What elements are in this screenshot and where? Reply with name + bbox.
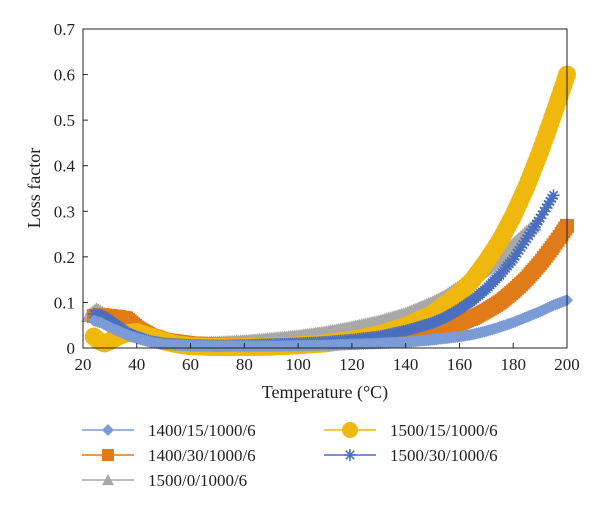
y-tick-label: 0.3 [54, 202, 75, 221]
legend-item: 1400/30/1000/6 [82, 446, 256, 465]
legend-label: 1400/15/1000/6 [148, 421, 256, 440]
y-tick-label: 0.1 [54, 293, 75, 312]
legend-marker [342, 422, 358, 438]
axes: 20 40 60 80 100 120 140 160 180 200 0 0.1 0.2 0.3 0.4 0… [54, 20, 580, 374]
x-tick-label: 180 [500, 355, 526, 374]
legend-marker [102, 474, 114, 486]
series-1400/15/1000/6 [87, 294, 573, 353]
y-tick-label: 0.6 [54, 66, 75, 85]
x-tick-label: 120 [339, 355, 365, 374]
series-1500/15/1000/6 [84, 65, 576, 357]
data-point [542, 198, 555, 211]
y-axis-title: Loss factor [24, 148, 44, 228]
x-tick-label: 80 [236, 355, 253, 374]
data-point [540, 201, 553, 214]
legend-marker [102, 449, 114, 461]
y-tick-label: 0.2 [54, 248, 75, 267]
data-point [538, 205, 551, 218]
data-point [536, 208, 549, 221]
x-tick-label: 60 [182, 355, 199, 374]
data-point [534, 212, 547, 225]
legend-label: 1500/0/1000/6 [148, 471, 247, 490]
x-axis-title: Temperature (°C) [262, 382, 388, 403]
x-tick-label: 20 [75, 355, 92, 374]
data-point [545, 192, 558, 205]
x-tick-label: 40 [128, 355, 145, 374]
y-tick-label: 0.7 [54, 20, 76, 39]
data-point [543, 195, 556, 208]
y-tick-label: 0.4 [54, 157, 76, 176]
data-point [547, 189, 560, 202]
legend-marker [102, 424, 114, 436]
legend-item: 1500/0/1000/6 [82, 471, 247, 490]
legend-label: 1500/15/1000/6 [390, 421, 498, 440]
legend-marker [344, 449, 356, 461]
plot-frame [82, 28, 568, 349]
legend-item: 1500/30/1000/6 [324, 446, 498, 465]
x-tick-label: 100 [285, 355, 311, 374]
legend: 1400/15/1000/6 1500/15/1000/6 1400/30/1000… [82, 421, 498, 490]
legend-item: 1400/15/1000/6 [82, 421, 256, 440]
legend-label: 1400/30/1000/6 [148, 446, 256, 465]
legend-item: 1500/15/1000/6 [324, 421, 498, 440]
y-tick-label: 0 [67, 339, 76, 358]
x-tick-label: 160 [447, 355, 473, 374]
x-tick-label: 200 [554, 355, 580, 374]
legend-label: 1500/30/1000/6 [390, 446, 498, 465]
x-tick-label: 140 [393, 355, 419, 374]
plot-area [81, 65, 576, 357]
y-tick-label: 0.5 [54, 111, 75, 130]
